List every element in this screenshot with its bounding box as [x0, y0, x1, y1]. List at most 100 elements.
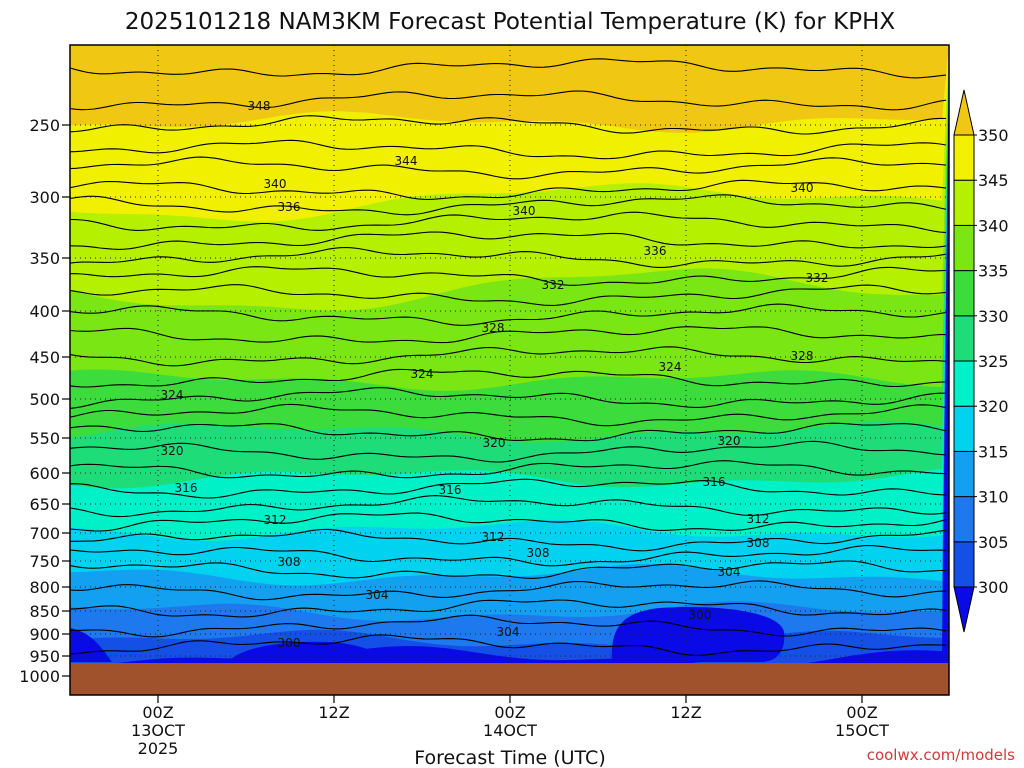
contour-label: 304 [718, 565, 741, 579]
isentrope-line [69, 440, 947, 463]
colorbar-segment [953, 224, 975, 272]
isentrope-line [70, 266, 947, 286]
y-tick-label: 800 [29, 578, 60, 597]
band-fill [70, 45, 949, 133]
colorbar-label: 340 [978, 216, 1009, 235]
y-tick-label: 750 [29, 552, 60, 571]
x-axis-label: Forecast Time (UTC) [414, 747, 605, 768]
isentrope-line [69, 512, 947, 532]
isentrope-line [70, 528, 947, 552]
y-tick-label: 600 [29, 464, 60, 483]
colorbar-segment [953, 496, 975, 543]
isentrope-line [69, 346, 947, 367]
y-tick-label: 650 [29, 495, 60, 514]
colorbar-upper-extension [953, 89, 975, 136]
isentrope-line [69, 544, 947, 567]
colorbar-segment [953, 315, 975, 362]
contour-label: 332 [806, 271, 829, 285]
colorbar-label: 330 [978, 307, 1009, 326]
y-tick-label: 850 [29, 602, 60, 621]
contour-label: 328 [482, 321, 505, 335]
isentrope-line [69, 387, 946, 409]
isentrope-line [69, 246, 947, 268]
isentrope-line [69, 284, 947, 306]
isentrope-line [69, 194, 947, 216]
contour-label: 312 [264, 513, 287, 527]
chart-title: 2025101218 NAM3KM Forecast Potential Tem… [125, 9, 896, 35]
isentrope-line [69, 156, 947, 180]
contour-label: 316 [175, 481, 198, 495]
colorbar-lower-extension [953, 586, 975, 633]
x-tick-label: 15OCT [835, 721, 889, 740]
y-axis: 250 300 350 400 450 500 550 600 650 700 750 800 850 9… [19, 116, 70, 686]
plot-area: 348 344 340 336 340 340 336 332 332 328 328 324 324 3… [69, 44, 950, 696]
isentrope-line [69, 115, 947, 135]
y-tick-label: 550 [29, 429, 60, 448]
isentrope-line [69, 422, 947, 442]
colorbar-segment [953, 360, 975, 407]
isentrope-line [69, 368, 947, 388]
isentrope-line [69, 211, 947, 234]
isentrope-line [69, 560, 946, 579]
y-tick-label: 450 [29, 348, 60, 367]
colorbar-label: 345 [978, 171, 1009, 190]
isentrope-line [69, 460, 946, 479]
contour-label: 324 [161, 388, 184, 402]
isentrope-line [69, 179, 947, 200]
x-tick-label: 14OCT [483, 721, 537, 740]
contour-label: 320 [483, 436, 506, 450]
contour-label: 344 [395, 154, 418, 168]
contour-label: 308 [278, 555, 301, 569]
ground-below-surface [70, 663, 949, 695]
contour-label: 308 [747, 536, 770, 550]
y-tick-label: 950 [29, 647, 60, 666]
y-tick-label: 500 [29, 390, 60, 409]
gridlines [70, 45, 949, 677]
isentrope-line [69, 495, 947, 518]
x-tick-label: 00Z [142, 703, 173, 722]
contour-label: 340 [513, 204, 536, 218]
isentrope-line [69, 478, 947, 499]
isentrope-line [69, 303, 947, 326]
y-tick-label: 350 [29, 249, 60, 268]
contour-label: 320 [718, 434, 741, 448]
colorbar-label: 320 [978, 397, 1009, 416]
y-tick-label: 1000 [19, 667, 60, 686]
contour-label: 324 [411, 367, 434, 381]
x-tick-label: 00Z [846, 703, 877, 722]
contour-label: 316 [439, 483, 462, 497]
contour-label: 320 [161, 444, 184, 458]
contour-label: 336 [644, 244, 667, 258]
isentrope-line [69, 139, 947, 160]
y-tick-label: 900 [29, 625, 60, 644]
contour-label: 308 [527, 546, 550, 560]
isentrope-line [69, 634, 947, 656]
colorbar-label: 325 [978, 352, 1009, 371]
isentrope-line [69, 403, 947, 427]
colorbar-label: 305 [978, 533, 1009, 552]
contour-label: 312 [482, 530, 505, 544]
colorbar-segment [953, 134, 975, 181]
contour-label: 348 [248, 99, 271, 113]
x-tick-label: 12Z [670, 703, 701, 722]
contour-label: 304 [366, 588, 389, 602]
contour-label: 328 [791, 349, 814, 363]
colorbar-segment [953, 541, 975, 588]
isentrope-line [69, 599, 947, 618]
contour-fill-bands [70, 45, 949, 695]
y-tick-label: 250 [29, 116, 60, 135]
contour-labels: 348 344 340 336 340 340 336 332 332 328 328 324 324 3… [161, 99, 829, 650]
contour-label: 340 [791, 181, 814, 195]
contour-label: 324 [659, 360, 682, 374]
colorbar-segment [953, 450, 975, 498]
isentrope-line [69, 231, 947, 250]
contour-label: 332 [542, 278, 565, 292]
colorbar-label: 310 [978, 488, 1009, 507]
colorbar-segment [953, 405, 975, 452]
x-tick-label: 2025 [138, 739, 179, 758]
colorbar-label: 335 [978, 262, 1009, 281]
colorbar: 300 305 310 315 320 325 330 335 340 345 350 [953, 89, 1009, 633]
isentrope-line [69, 614, 947, 638]
